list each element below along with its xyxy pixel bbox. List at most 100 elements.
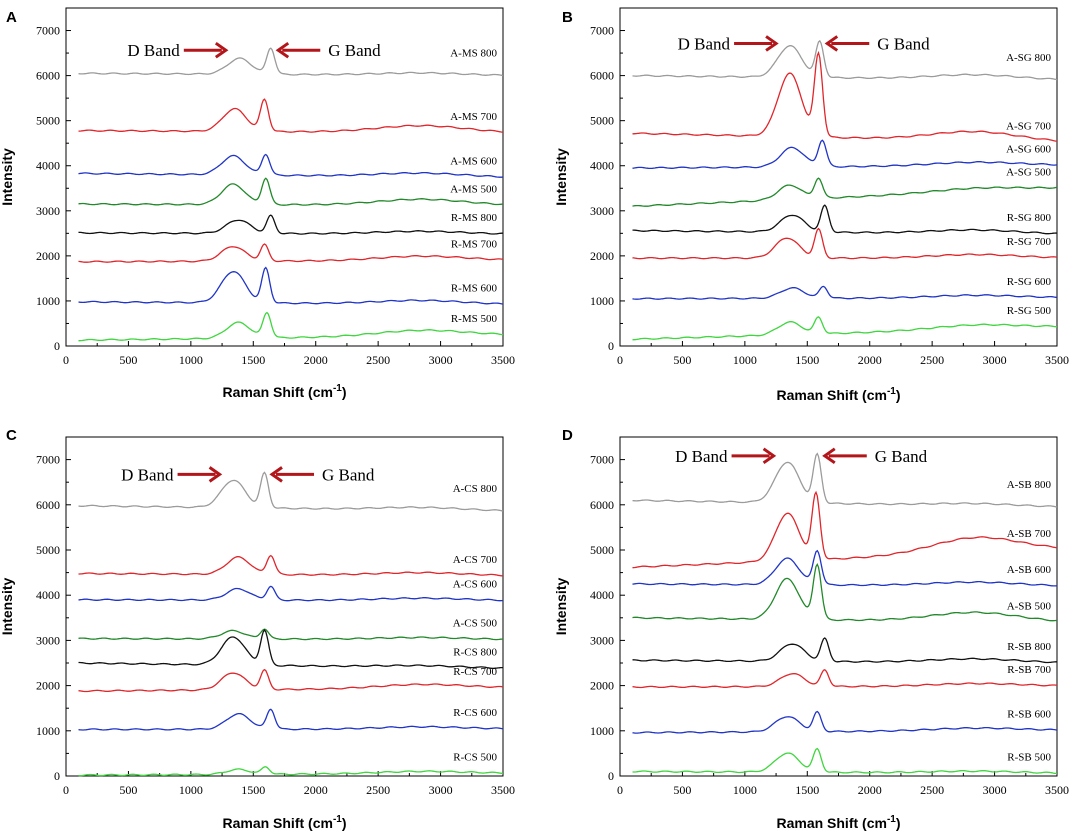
x-tick-label: 1500 [795,783,819,797]
series-line-a-ms-800 [78,47,504,77]
series-line-r-sb-700 [632,669,1058,689]
series-line-r-sg-700 [632,227,1058,260]
y-tick-label: 6000 [590,69,614,83]
y-axis-title: Intensity [553,578,569,636]
series-label: A-SG 500 [1006,166,1051,178]
x-tick-label: 2500 [366,353,390,367]
g-band-arrowhead [822,447,836,465]
y-tick-label: 7000 [590,453,614,467]
x-axis-title-main: Raman Shift (cm [222,815,332,831]
y-tick-label: 6000 [36,498,60,512]
x-tick-label: 1500 [241,783,265,797]
series-label: R-SG 700 [1007,236,1052,248]
y-tick-label: 3000 [36,204,60,218]
series-line-a-sb-800 [632,452,1058,508]
x-tick-label: 2000 [858,783,882,797]
x-axis-title: Raman Shift (cm-1) [222,383,346,400]
series-line-r-sb-600 [632,710,1058,734]
x-axis-title-main: Raman Shift (cm [776,387,886,403]
series-label: A-SB 600 [1007,564,1052,576]
x-tick-label: 3000 [983,353,1007,367]
y-tick-label: 5000 [36,114,60,128]
panel-C: C 0 500 1000 1500 2000 2500 3000 3500 0 1000 2000 30… [0,427,515,831]
x-tick-label: 3000 [983,783,1007,797]
x-tick-label: 1500 [241,353,265,367]
series-label: A-SG 600 [1006,143,1051,155]
d-band-arrowhead [765,35,779,52]
series-label: A-CS 700 [453,554,498,566]
series-line-a-ms-700 [78,98,504,133]
d-band-label: D Band [121,465,174,484]
x-tick-label: 2000 [304,783,328,797]
x-tick-label: 500 [119,353,137,367]
series-label: A-SB 500 [1007,600,1052,612]
g-band-label: G Band [877,34,930,53]
y-tick-label: 0 [608,339,614,353]
d-band-arrowhead [762,447,777,465]
series-line-r-sb-500 [632,747,1058,775]
x-tick-label: 2500 [920,353,944,367]
series-label: A-MS 800 [450,48,497,60]
y-tick-label: 1000 [590,294,614,308]
x-tick-label: 3500 [1045,783,1069,797]
x-tick-label: 2000 [304,353,328,367]
series-label: R-CS 500 [453,751,497,763]
x-tick-label: 1000 [179,353,203,367]
series-label: R-SG 500 [1007,305,1052,317]
series-label: A-SB 700 [1007,528,1052,540]
g-band-label: G Band [328,41,381,60]
series-label: A-CS 600 [453,579,498,591]
series-label: R-SG 600 [1007,276,1052,288]
x-axis-title-tail: ) [342,384,347,400]
series-label: A-MS 500 [450,183,497,195]
x-tick-label: 500 [673,783,691,797]
x-axis-title-main: Raman Shift (cm [222,384,332,400]
series-label: A-MS 700 [450,111,497,123]
y-tick-label: 6000 [590,498,614,512]
y-tick-label: 0 [54,769,60,783]
plot-frame [65,436,504,777]
d-band-label: D Band [675,447,728,466]
y-tick-label: 1000 [36,724,60,738]
series-line-r-cs-500 [78,766,504,777]
g-band-arrowhead [824,35,839,52]
series-line-r-ms-700 [78,243,504,263]
series-line-r-sb-800 [632,637,1057,664]
panel-letter: A [6,9,17,26]
series-line-r-ms-500 [78,311,504,342]
g-band-label: G Band [875,447,928,466]
x-tick-label: 3500 [1045,353,1069,367]
d-band-arrowhead [214,41,229,59]
series-line-r-cs-700 [78,668,504,693]
g-band-arrowhead [275,41,290,59]
x-axis-title-sup: -1 [333,814,342,825]
series-line-a-sg-700 [632,50,1058,142]
x-tick-label: 1000 [733,783,757,797]
series-label: R-MS 800 [451,212,498,224]
series-label: R-CS 700 [453,666,497,678]
x-tick-label: 0 [617,783,623,797]
series-label: R-SB 700 [1007,664,1051,676]
series-line-a-sb-500 [632,562,1058,622]
y-axis-title: Intensity [553,148,569,206]
series-line-a-ms-600 [78,153,504,178]
series-label: R-SB 500 [1007,751,1051,763]
y-tick-label: 3000 [36,633,60,647]
y-tick-label: 4000 [36,159,60,173]
series-label: R-CS 600 [453,707,497,719]
y-tick-label: 0 [608,769,614,783]
series-line-a-sg-600 [632,139,1058,170]
series-line-r-sg-800 [632,204,1058,235]
g-band-arrowhead [269,466,283,483]
y-tick-label: 1000 [36,294,60,308]
plot-frame [619,436,1058,777]
series-line-a-sb-600 [632,549,1058,587]
panel-B: B 0 500 1000 1500 2000 2500 3000 3500 0 1000 2000 30… [553,7,1069,403]
x-tick-label: 2500 [920,783,944,797]
series-line-a-cs-800 [78,471,504,512]
series-label: R-SB 800 [1007,641,1051,653]
series-line-r-sg-600 [632,285,1058,300]
series-label: A-CS 500 [453,617,498,629]
x-tick-label: 0 [617,353,623,367]
x-tick-label: 500 [119,783,137,797]
